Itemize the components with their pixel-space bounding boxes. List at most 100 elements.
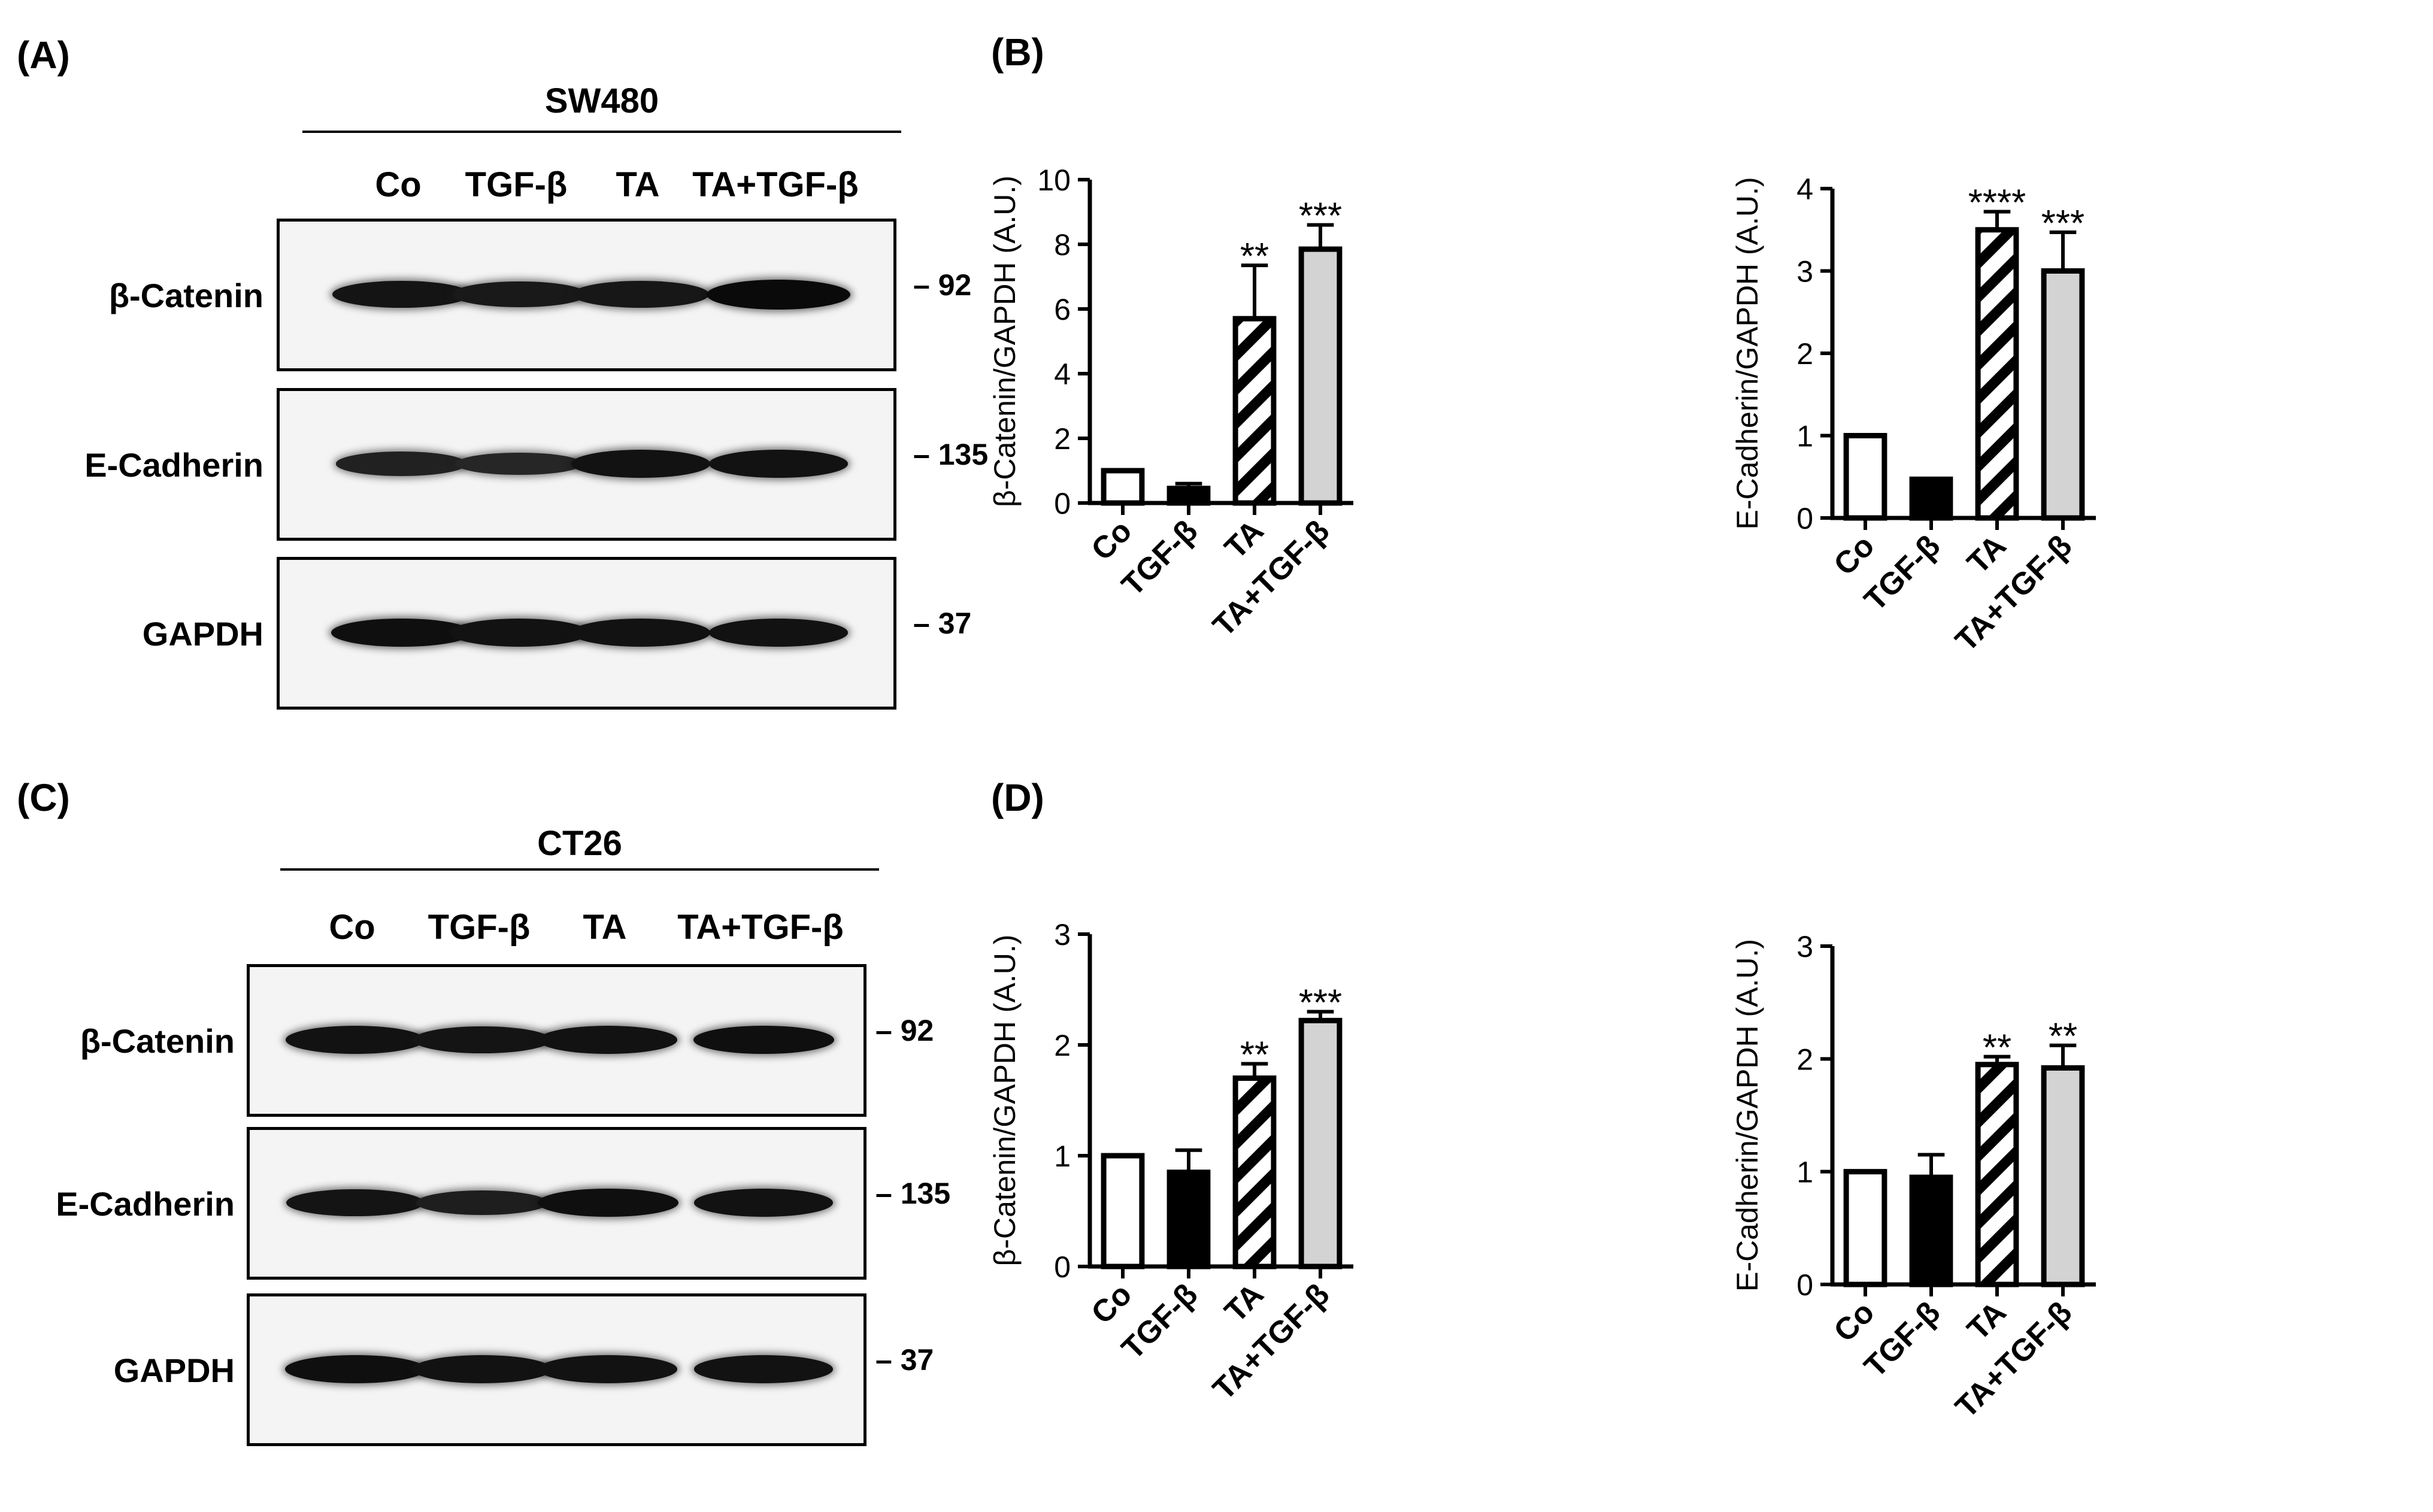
bar [1298, 246, 1343, 506]
blot-header-line [280, 868, 879, 871]
protein-band [455, 452, 583, 475]
y-axis-label: E-Cadherin/GAPDH (A.U.) [1731, 177, 1764, 529]
bar [1975, 1062, 2019, 1287]
protein-band [538, 1026, 678, 1054]
molecular-weight-marker: – 135 [913, 437, 989, 471]
blot-cell-line-title: CT26 [537, 824, 622, 863]
protein-band [452, 281, 587, 308]
panel-label-b: (B) [991, 31, 1044, 74]
y-tick-label: 10 [1037, 163, 1071, 197]
x-tick-label: Co [1827, 528, 1881, 582]
significance-marker: ** [1983, 1028, 2011, 1069]
protein-band [708, 619, 849, 647]
bar [1166, 1169, 1211, 1269]
panel-label-a: (A) [17, 34, 70, 77]
bar [2041, 268, 2085, 521]
y-tick-label: 1 [1054, 1140, 1071, 1173]
blot-lane-label: TGF-β [428, 908, 531, 947]
bar [1166, 486, 1211, 506]
panel-label-c: (C) [17, 776, 70, 819]
protein-band [537, 1188, 678, 1217]
significance-marker: *** [1299, 196, 1342, 237]
y-tick-label: 2 [1796, 337, 1813, 371]
panel-label-d: (D) [991, 776, 1044, 819]
blot-membrane [277, 388, 896, 541]
blot-lane-label: Co [329, 908, 375, 947]
y-axis-label: β-Catenin/GAPDH (A.U.) [988, 935, 1022, 1266]
bar [1975, 227, 2019, 521]
bar [1101, 1153, 1145, 1269]
blot-lane-label: TA [616, 165, 660, 204]
protein-band [449, 619, 589, 647]
protein-band [707, 279, 850, 310]
y-tick-label: 8 [1054, 228, 1071, 262]
blot-membrane [277, 219, 896, 371]
molecular-weight-marker: – 37 [875, 1343, 934, 1377]
blot-protein-label: E-Cadherin [84, 446, 263, 484]
y-tick-label: 3 [1796, 930, 1813, 963]
blot-lane-label: TGF-β [465, 165, 568, 204]
protein-band [571, 619, 711, 647]
x-tick-label: TGF-β [1115, 513, 1204, 602]
protein-band [572, 281, 709, 308]
blot-protein-label: β-Catenin [108, 276, 263, 314]
blot-lane-label: TA [583, 908, 627, 947]
bar [1232, 1075, 1277, 1269]
protein-band [331, 618, 472, 647]
bar [1909, 1174, 1953, 1287]
molecular-weight-marker: – 92 [913, 268, 972, 302]
blot-protein-label: GAPDH [113, 1351, 235, 1389]
protein-band [571, 450, 711, 478]
molecular-weight-marker: – 92 [875, 1013, 934, 1047]
protein-band [285, 1026, 425, 1054]
bar [1909, 476, 1953, 521]
protein-band [538, 1355, 678, 1383]
x-tick-label: TA [1961, 1295, 2013, 1347]
significance-marker: ** [1240, 236, 1269, 277]
y-tick-label: 4 [1796, 172, 1813, 206]
protein-band [286, 1189, 424, 1217]
y-tick-label: 3 [1054, 918, 1071, 952]
molecular-weight-marker: – 37 [913, 606, 972, 640]
blot-lane-label: TA+TGF-β [677, 908, 844, 947]
x-tick-label: Co [1827, 1295, 1881, 1349]
significance-marker: ** [1240, 1034, 1269, 1075]
y-tick-label: 0 [1796, 502, 1813, 535]
blot-lane-label: TA+TGF-β [692, 165, 859, 204]
significance-marker: **** [1968, 183, 2026, 224]
bar [2041, 1065, 2085, 1287]
bar [1101, 468, 1145, 506]
y-axis-label: β-Catenin/GAPDH (A.U.) [988, 175, 1022, 507]
y-tick-label: 3 [1796, 255, 1813, 289]
y-tick-label: 0 [1054, 1250, 1071, 1284]
significance-marker: *** [2041, 203, 2084, 244]
protein-band [413, 1026, 551, 1054]
blot-membrane [247, 1293, 866, 1446]
bar [1232, 316, 1277, 506]
y-tick-label: 0 [1054, 487, 1071, 520]
blot-lane-label: Co [375, 165, 422, 204]
y-tick-label: 2 [1796, 1043, 1813, 1076]
x-tick-label: TGF-β [1115, 1277, 1204, 1366]
y-tick-label: 1 [1796, 1156, 1813, 1189]
blot-protein-label: GAPDH [142, 614, 263, 653]
y-tick-label: 1 [1796, 420, 1813, 453]
x-tick-label: TA [1218, 1277, 1270, 1329]
blot-membrane [247, 964, 866, 1117]
blot-membrane [247, 1127, 866, 1280]
protein-band [708, 450, 849, 478]
x-tick-label: Co [1084, 513, 1138, 567]
protein-band [332, 280, 470, 308]
y-tick-label: 0 [1796, 1268, 1813, 1302]
protein-band [693, 1189, 834, 1217]
bar [1843, 433, 1887, 521]
y-tick-label: 6 [1054, 293, 1071, 326]
protein-band [412, 1355, 552, 1383]
y-tick-label: 2 [1054, 422, 1071, 456]
x-tick-label: TA [1218, 513, 1270, 565]
x-tick-label: Co [1084, 1277, 1138, 1331]
